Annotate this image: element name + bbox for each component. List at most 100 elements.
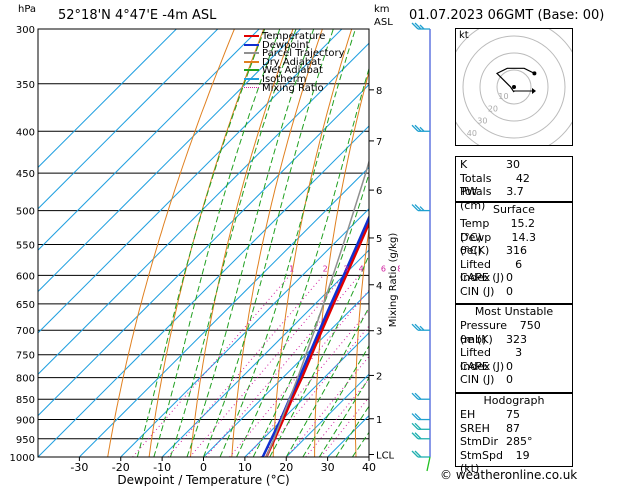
pressure-unit-label: hPa [18, 4, 37, 15]
index-row: SREH 87 [456, 422, 572, 436]
legend-swatch [244, 43, 259, 46]
hodograph-end-point [532, 71, 537, 76]
index-value: 3.7 [506, 185, 524, 199]
index-label: Totals Totals [460, 171, 492, 199]
legend-item: Parcel Trajectory [244, 49, 345, 59]
hodograph-unit-label: kt [459, 30, 469, 41]
index-row: Pressure (mb) 750 [456, 319, 572, 346]
hodograph-ring [462, 35, 566, 139]
unstable-indices-box: Most Unstable Pressure (mb) 750 θe (K) 323 L… [455, 304, 573, 393]
index-row: CAPE (J) 0 [456, 360, 572, 374]
plot-area [38, 29, 369, 457]
mixing-ratio-line [132, 275, 291, 457]
parcel-trajectory-line [265, 159, 369, 457]
index-row: K 30 [456, 158, 572, 172]
index-row: Lifted Index 3 [456, 346, 572, 373]
legend-label: Mixing Ratio [262, 82, 324, 94]
index-value: 0 [506, 284, 513, 298]
isotherm [38, 83, 369, 417]
mixing-ratio-label: 6 [381, 264, 386, 273]
isotherm [79, 166, 369, 457]
legend-item: Mixing Ratio [244, 82, 324, 94]
index-row: CAPE (J) 0 [456, 271, 572, 285]
hodograph-ring [479, 52, 549, 122]
dry-adiabat [107, 29, 235, 457]
index-label: K [460, 158, 468, 171]
temperature-tick-label: -30 [70, 461, 88, 474]
pressure-tick-label: 750 [16, 351, 35, 362]
isotherm [161, 249, 369, 457]
hodograph-ring-label: 30 [477, 117, 487, 126]
wet-adiabat [219, 29, 356, 457]
legend-label: Wet Adiabat [262, 65, 323, 77]
mixing-ratio-line [167, 275, 324, 457]
pressure-tick-label: 450 [16, 169, 35, 180]
mixing-ratio-label: 1 [289, 264, 294, 273]
general-indices-box: K 30 Totals Totals 42 PW (cm) 3.7 [455, 156, 573, 212]
temperature-tick-label: -10 [153, 461, 171, 474]
legend-label: Temperature [262, 31, 326, 42]
index-row: Totals Totals 42 [456, 171, 572, 199]
pressure-tick-label: 800 [16, 374, 35, 385]
index-row: CIN (J) 0 [456, 373, 572, 387]
wind-barb [411, 450, 430, 458]
temperature-tick-label: 0 [200, 461, 207, 474]
pressure-tick-label: 400 [16, 127, 35, 138]
km-tick-label: 4 [376, 281, 382, 292]
km-tick-label: LCL [376, 451, 395, 462]
wind-barb [411, 392, 430, 400]
index-row: PW (cm) 3.7 [456, 185, 572, 212]
isotherm [203, 290, 369, 457]
height-unit-asl: ASL [374, 17, 393, 28]
wet-adiabat [269, 253, 369, 457]
isotherm [38, 29, 301, 293]
surface-indices-box: Surface Temp (°C) 15.2 Dewp (°C) 14.3 θe(K) 3… [455, 202, 573, 304]
wet-adiabat [136, 29, 266, 457]
wet-adiabat [252, 171, 369, 457]
index-value: 42 [515, 171, 530, 185]
index-row: Dewp (°C) 14.3 [456, 230, 572, 258]
legend-item: Wet Adiabat [244, 66, 323, 76]
index-value: 14.3 [511, 230, 536, 244]
pressure-tick-label: 550 [16, 240, 35, 251]
index-row: θe(K) 316 [456, 244, 572, 258]
index-value: 285° [506, 435, 533, 449]
index-label: EH [460, 408, 476, 421]
index-row: EH 75 [456, 408, 572, 422]
index-label: Lifted Index [460, 346, 491, 373]
index-label: CIN (J) [460, 373, 495, 387]
wind-barb [411, 422, 430, 430]
pressure-tick-label: 600 [16, 271, 35, 282]
temperature-tick-label: 10 [238, 461, 252, 474]
wet-adiabat [169, 29, 297, 457]
legend-item: Dewpoint [244, 39, 310, 51]
wind-barb [411, 22, 430, 30]
mixing-ratio-line [305, 378, 369, 457]
legend-swatch [244, 60, 259, 63]
hodograph-ring-label: 10 [498, 92, 508, 101]
height-unit-km: km [374, 4, 390, 15]
hodograph-ring [496, 69, 532, 105]
pressure-tick-label: 950 [16, 435, 35, 446]
pressure-tick-label: 350 [16, 80, 35, 91]
km-tick-label: 8 [376, 86, 382, 97]
mixing-ratio-axis-label: Mixing Ratio (g/kg) [388, 233, 399, 328]
unstable-title: Most Unstable [474, 305, 554, 318]
dry-adiabat [314, 70, 369, 457]
storm-motion-arrowhead [532, 88, 536, 94]
hodograph-panel: kt 10 20 30 40 [445, 18, 583, 156]
index-value: 0 [506, 359, 513, 373]
isotherm [285, 373, 369, 457]
wet-adiabat [285, 305, 369, 457]
pressure-tick-label: 850 [16, 395, 35, 406]
index-value: 19 [515, 448, 530, 462]
wind-barb [411, 413, 430, 421]
pressure-tick-label: 700 [16, 326, 35, 337]
index-label: θe (K) [460, 332, 493, 346]
legend-swatch [244, 87, 259, 89]
legend-label: Dewpoint [262, 39, 310, 51]
hodograph-trace [495, 67, 535, 93]
wind-barb [411, 124, 430, 132]
index-label: CAPE (J) [460, 359, 505, 373]
